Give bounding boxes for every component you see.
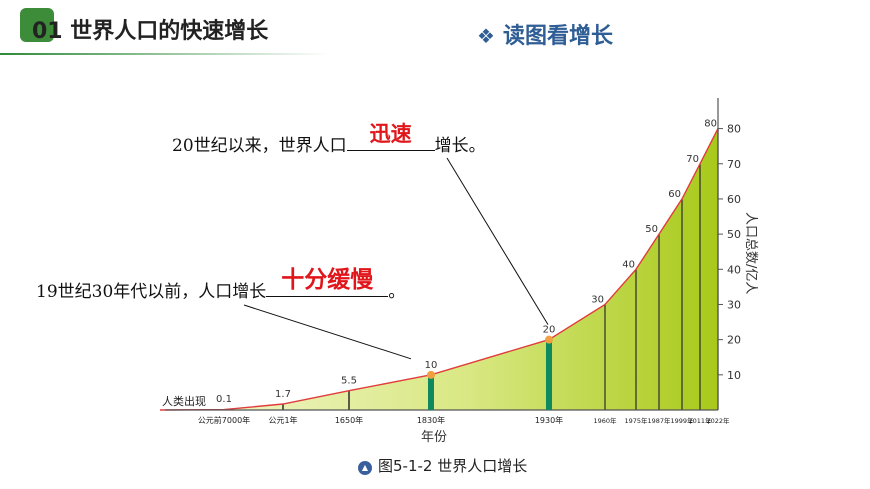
y-tick-label: 70: [727, 158, 741, 171]
highlight-dot: [545, 335, 553, 344]
value-labels: 0.1 1.7 5.5 10 20 30 40 50 60 70 80: [216, 119, 717, 405]
x-tick-label: 1999年: [670, 416, 694, 425]
population-curve: [159, 128, 719, 411]
y-tick-label: 60: [727, 193, 741, 206]
value-label: 70: [686, 154, 699, 165]
y-tick-label: 50: [727, 228, 741, 241]
triangle-icon: ▲: [358, 461, 372, 475]
value-label: 0.1: [216, 394, 232, 405]
title-underline: [0, 53, 330, 55]
note-suffix: 。: [388, 282, 406, 302]
x-tick-labels: 公元前7000年 公元1年 1650年 1830年 1930年 1960年 1975年 198…: [198, 415, 730, 425]
leader-line: [446, 157, 549, 325]
y-ticks: 10 20 30 40 50 60 70 80: [718, 123, 741, 382]
diamond-cluster-icon: ❖: [477, 24, 495, 48]
value-label: 60: [668, 189, 681, 200]
answer-text: 十分缓慢: [281, 267, 374, 293]
caption-text: 图5-1-2 世界人口增长: [378, 457, 528, 475]
note-20th-century: 20世纪以来，世界人口 迅速增长。: [172, 122, 486, 156]
value-label: 40: [622, 259, 635, 270]
x-tick-label: 公元1年: [268, 415, 297, 425]
leader-line: [243, 304, 412, 360]
x-tick-label: 2022年: [706, 416, 730, 425]
section-heading: ❖ 读图看增长: [477, 18, 613, 50]
x-tick-label: 1930年: [535, 415, 563, 425]
answer-blank: 十分缓慢: [266, 267, 389, 297]
page-title: 01 世界人口的快速增长: [32, 19, 269, 44]
highlight-dot: [427, 370, 435, 379]
value-label: 10: [425, 360, 438, 371]
value-label: 30: [591, 294, 604, 305]
note-suffix: 增长。: [434, 136, 486, 156]
note-before-1830s: 19世纪30年代以前，人口增长 十分缓慢。: [36, 267, 406, 302]
y-axis-label: 人口总数/亿人: [743, 212, 758, 294]
answer-blank: 迅速: [346, 122, 435, 151]
value-label: 20: [543, 325, 556, 336]
x-tick-label: 公元前7000年: [198, 415, 250, 425]
y-tick-label: 30: [727, 298, 741, 311]
value-label: 5.5: [341, 376, 357, 387]
highlight-bar: [546, 339, 552, 410]
x-tick-label: 1830年: [417, 415, 445, 425]
leader-lines: [243, 157, 549, 360]
x-tick-label: 2011年: [688, 416, 712, 425]
value-label: 80: [704, 119, 717, 130]
y-tick-label: 20: [727, 334, 741, 347]
x-tick-label: 1975年: [624, 416, 648, 425]
y-tick-label: 40: [727, 263, 741, 276]
start-label: 人类出现: [162, 394, 206, 408]
x-tick-label: 1650年: [335, 415, 363, 425]
x-tick-label: 1960年: [593, 416, 617, 425]
title-marker: [20, 8, 54, 42]
x-axis-label: 年份: [421, 430, 447, 445]
highlight-bar: [428, 374, 434, 410]
y-tick-label: 80: [727, 123, 741, 136]
figure-caption: ▲ 图5-1-2 世界人口增长: [358, 455, 527, 476]
y-tick-label: 10: [727, 369, 741, 382]
header: 01 世界人口的快速增长: [0, 0, 870, 60]
value-label: 1.7: [275, 389, 291, 400]
x-tick-label: 1987年: [647, 416, 671, 425]
value-label: 50: [645, 224, 658, 235]
population-area: [160, 128, 718, 410]
note-prefix: 20世纪以来，世界人口: [172, 136, 347, 156]
answer-text: 迅速: [369, 122, 412, 146]
section-label: 读图看增长: [502, 24, 613, 49]
highlight-markers: [427, 335, 553, 410]
note-prefix: 19世纪30年代以前，人口增长: [36, 282, 267, 302]
